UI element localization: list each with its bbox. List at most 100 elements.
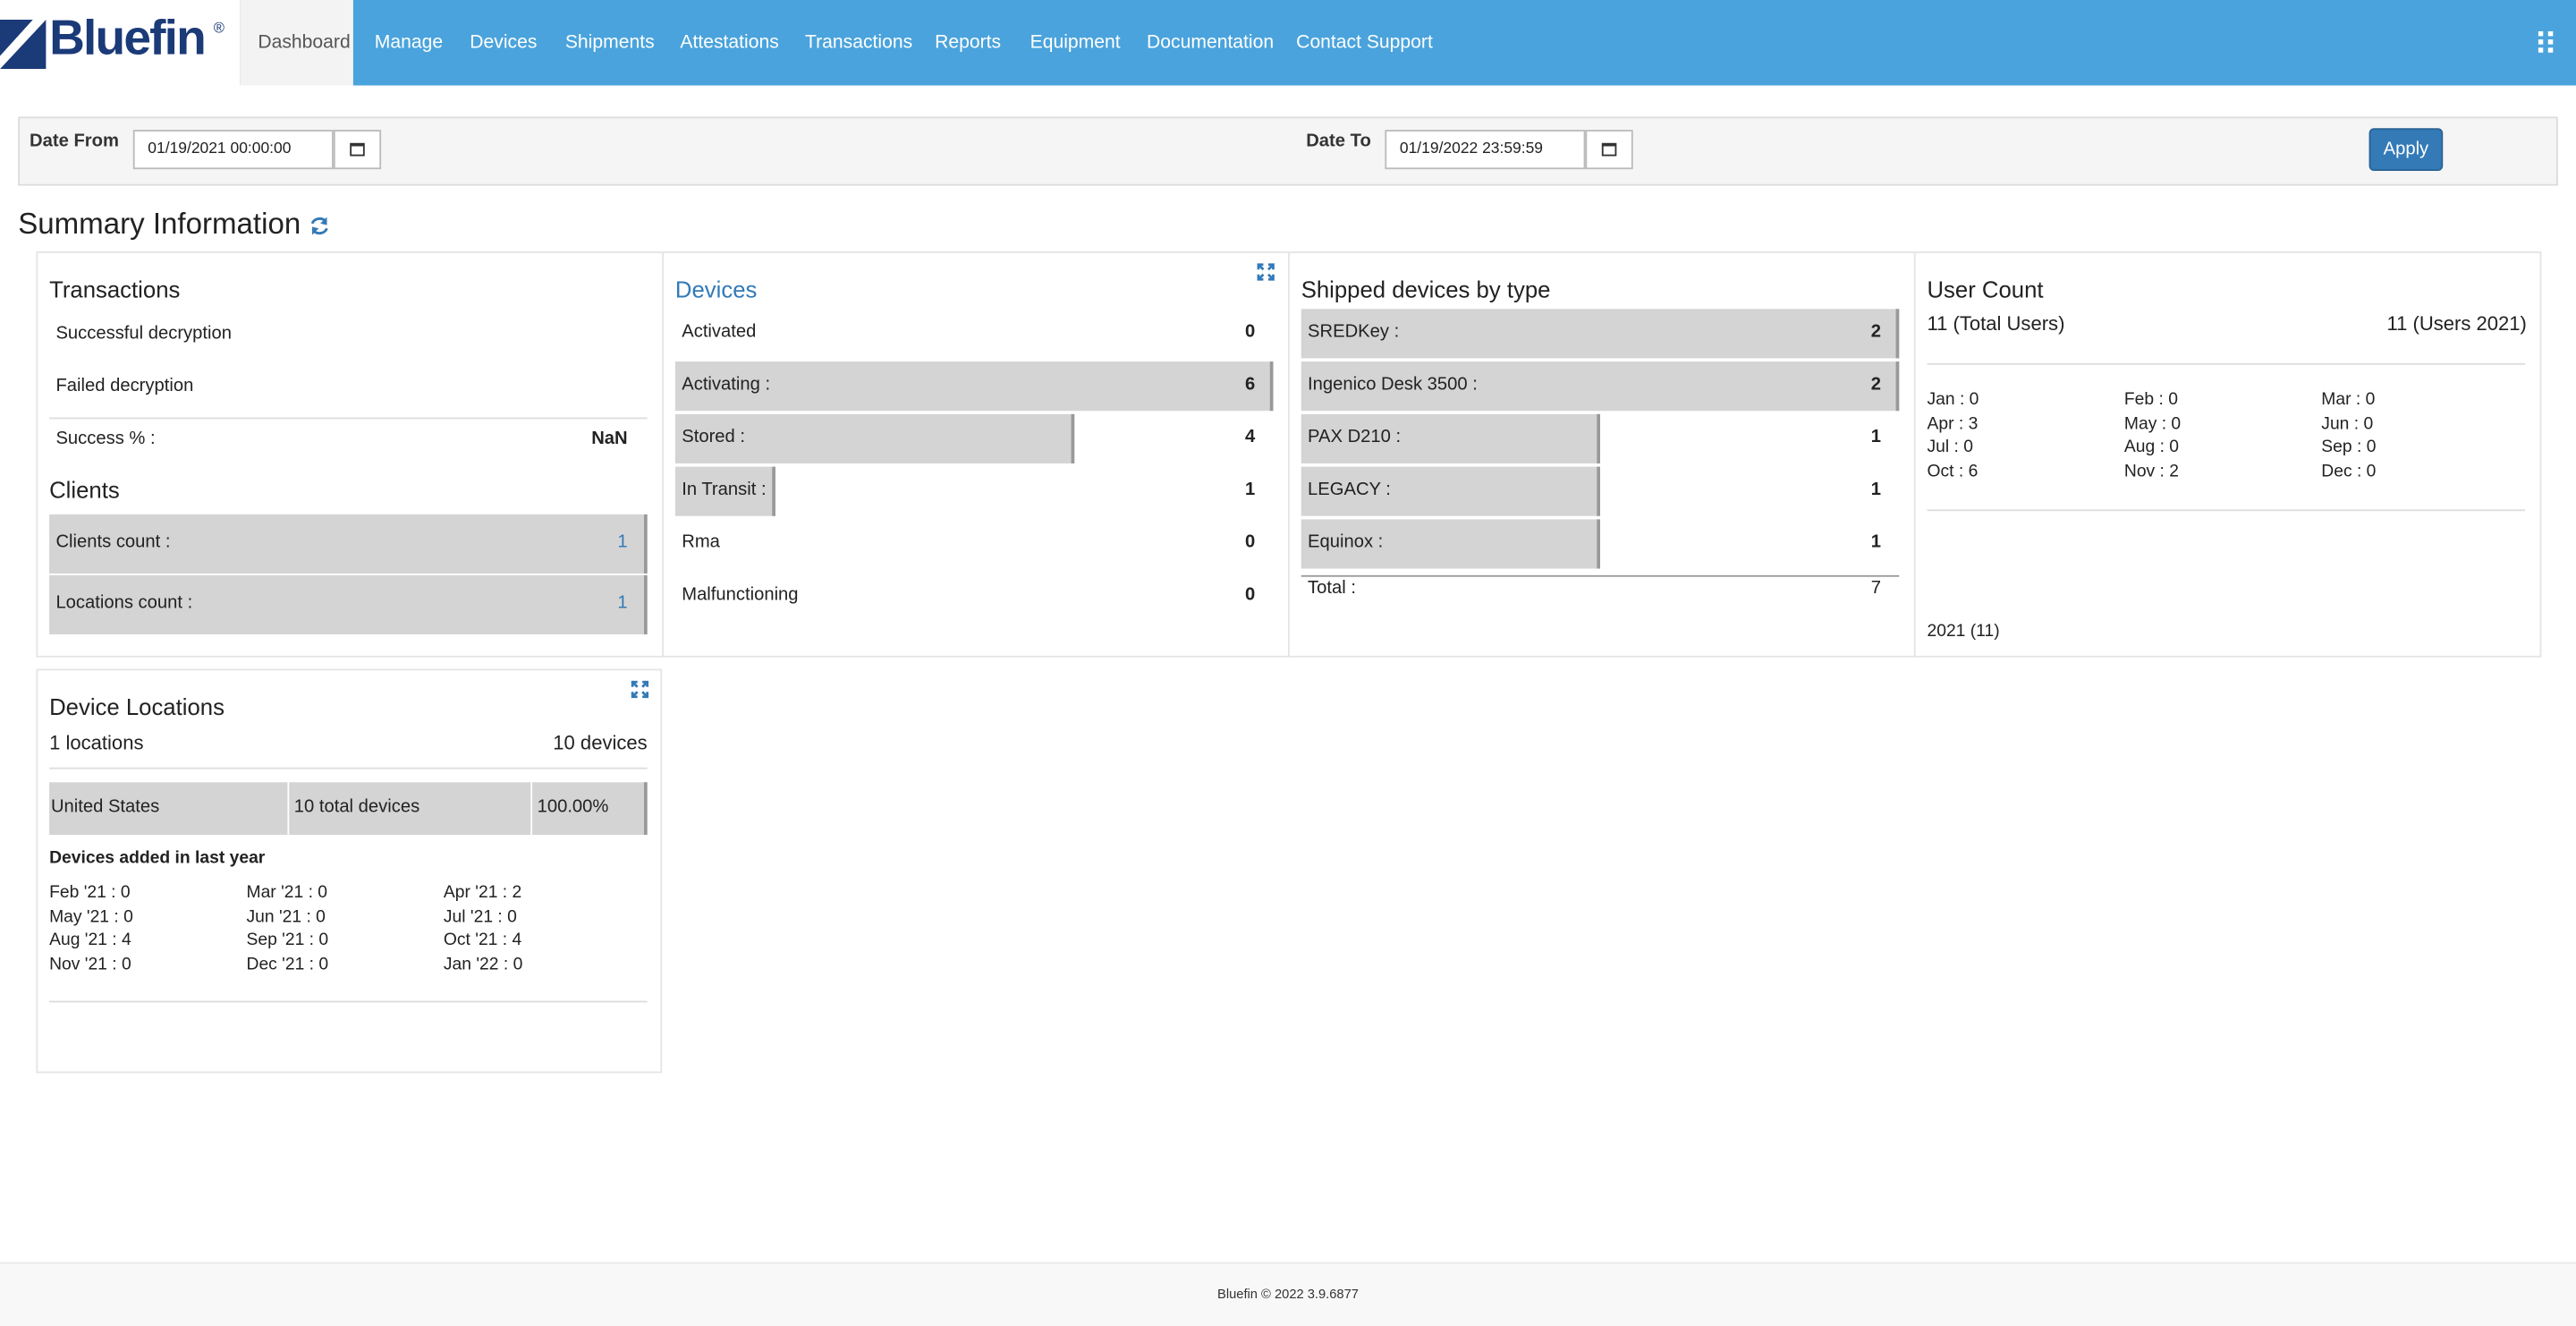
nav-item[interactable]: Documentation bbox=[1147, 32, 1275, 53]
month-count: Feb : 0 bbox=[2123, 389, 2178, 410]
brand-name: Bluefin bbox=[49, 11, 207, 66]
month-count: Dec '21 : 0 bbox=[246, 955, 329, 975]
divider bbox=[1927, 509, 2526, 512]
apply-button[interactable]: Apply bbox=[2368, 128, 2444, 172]
nav-item[interactable]: Manage bbox=[374, 32, 444, 53]
row-value: 4 bbox=[1245, 427, 1256, 447]
expand-icon[interactable] bbox=[631, 680, 649, 699]
link[interactable]: 11 (Total Users) bbox=[1927, 311, 2065, 336]
divider bbox=[49, 767, 648, 769]
panel-title[interactable]: Devices bbox=[674, 276, 758, 302]
row-label: Total : bbox=[1308, 578, 1356, 599]
row-value: 1 bbox=[1870, 532, 1882, 553]
row-label: SREDKey : bbox=[1308, 322, 1400, 343]
month-count: Oct : 6 bbox=[1927, 462, 1979, 482]
row-value: 2 bbox=[1870, 374, 1882, 395]
nav-item[interactable]: Contact Support bbox=[1296, 32, 1433, 53]
expand-icon[interactable] bbox=[1257, 263, 1275, 281]
row-value: 1 bbox=[1245, 480, 1256, 500]
location-row bbox=[49, 782, 648, 836]
logo-mark bbox=[0, 20, 47, 70]
month-count: Nov : 2 bbox=[2123, 462, 2179, 482]
nav-item[interactable]: Reports bbox=[935, 32, 1002, 53]
date-to-input[interactable]: 01/19/2022 23:59:59 bbox=[1385, 130, 1586, 170]
nav-item[interactable]: Devices bbox=[470, 32, 538, 53]
calendar-button[interactable] bbox=[333, 130, 382, 170]
cell-divider bbox=[530, 782, 533, 836]
month-count: Jul '21 : 0 bbox=[443, 906, 517, 927]
link[interactable]: 11 (Users 2021) bbox=[2386, 311, 2527, 336]
month-count: May '21 : 0 bbox=[49, 906, 133, 927]
month-count: Nov '21 : 0 bbox=[49, 955, 131, 975]
nav-item[interactable]: Transactions bbox=[805, 32, 913, 53]
brand[interactable]: Bluefin ® bbox=[0, 0, 241, 86]
cell-divider bbox=[287, 782, 290, 836]
month-count: May : 0 bbox=[2123, 413, 2182, 434]
row-value: 1 bbox=[617, 593, 628, 614]
row-value: 0 bbox=[1245, 322, 1256, 343]
row-value: 2 bbox=[1870, 322, 1882, 343]
refresh-icon[interactable] bbox=[309, 216, 330, 237]
apps-icon[interactable] bbox=[2538, 30, 2555, 55]
row-value: 0 bbox=[1245, 584, 1256, 605]
month-count: Oct '21 : 4 bbox=[443, 931, 522, 951]
month-count: Jan '22 : 0 bbox=[443, 955, 523, 975]
calendar-button[interactable] bbox=[1585, 130, 1633, 170]
date-from-label: Date From bbox=[30, 131, 119, 151]
panel-title: User Count bbox=[1927, 276, 2044, 302]
country: United States bbox=[50, 796, 160, 817]
nav-item[interactable]: Attestations bbox=[680, 32, 779, 53]
divider bbox=[1927, 362, 2526, 365]
row-value: 1 bbox=[1870, 427, 1882, 447]
panel-title: Transactions bbox=[49, 276, 181, 302]
bar bbox=[674, 361, 1274, 412]
link[interactable]: 1 locations bbox=[49, 731, 144, 755]
calendar-icon bbox=[1601, 142, 1617, 157]
device-total: 10 total devices bbox=[293, 796, 420, 817]
month-count: Aug '21 : 4 bbox=[49, 931, 131, 951]
row-label: Stored : bbox=[682, 427, 746, 447]
row-label: Activated bbox=[682, 322, 757, 343]
nav-item[interactable]: Equipment bbox=[1030, 32, 1121, 53]
navbar bbox=[0, 0, 2576, 86]
row-value: NaN bbox=[591, 429, 628, 449]
nav-item[interactable]: Dashboard bbox=[240, 0, 353, 86]
bar bbox=[1301, 466, 1600, 516]
month-count: Jun : 0 bbox=[2321, 413, 2374, 434]
month-count: Dec : 0 bbox=[2321, 462, 2377, 482]
summary-title: Summary Information bbox=[18, 207, 301, 241]
divider bbox=[49, 417, 648, 420]
row-label: Malfunctioning bbox=[682, 584, 799, 605]
divider bbox=[1301, 574, 1900, 577]
date-from-input[interactable]: 01/19/2021 00:00:00 bbox=[132, 130, 334, 170]
month-count: Jun '21 : 0 bbox=[246, 906, 326, 927]
month-count: Jan : 0 bbox=[1927, 389, 1979, 410]
month-count: Mar : 0 bbox=[2321, 389, 2376, 410]
row-label: Success % : bbox=[55, 429, 156, 449]
nav-item[interactable]: Shipments bbox=[564, 32, 655, 53]
footer-bar bbox=[0, 1262, 2576, 1326]
row-label: Equinox : bbox=[1308, 532, 1384, 553]
month-count: Mar '21 : 0 bbox=[246, 882, 328, 903]
filter-bar bbox=[18, 116, 2558, 186]
row-label: Ingenico Desk 3500 : bbox=[1308, 374, 1478, 395]
bar bbox=[1301, 309, 1900, 359]
user-count-panel bbox=[1913, 251, 2542, 658]
row-value: 6 bbox=[1245, 374, 1256, 395]
link[interactable]: 10 devices bbox=[553, 731, 648, 755]
month-count: Sep '21 : 0 bbox=[246, 931, 329, 951]
row-label: LEGACY : bbox=[1308, 480, 1391, 500]
bar bbox=[1301, 519, 1600, 569]
panel-title: Device Locations bbox=[49, 693, 225, 720]
link[interactable]: 2021 (11) bbox=[1927, 621, 2000, 642]
row-label: Locations count : bbox=[55, 593, 193, 614]
panel-title: Shipped devices by type bbox=[1301, 276, 1551, 302]
panel-title: Clients bbox=[49, 476, 120, 504]
month-count: Feb '21 : 0 bbox=[49, 882, 131, 903]
divider bbox=[49, 1000, 648, 1003]
brand-mark: ® bbox=[213, 20, 225, 37]
row-value: 7 bbox=[1870, 578, 1882, 599]
row-value: 0 bbox=[1245, 532, 1256, 553]
row-label: PAX D210 : bbox=[1308, 427, 1402, 447]
bar bbox=[49, 574, 648, 634]
